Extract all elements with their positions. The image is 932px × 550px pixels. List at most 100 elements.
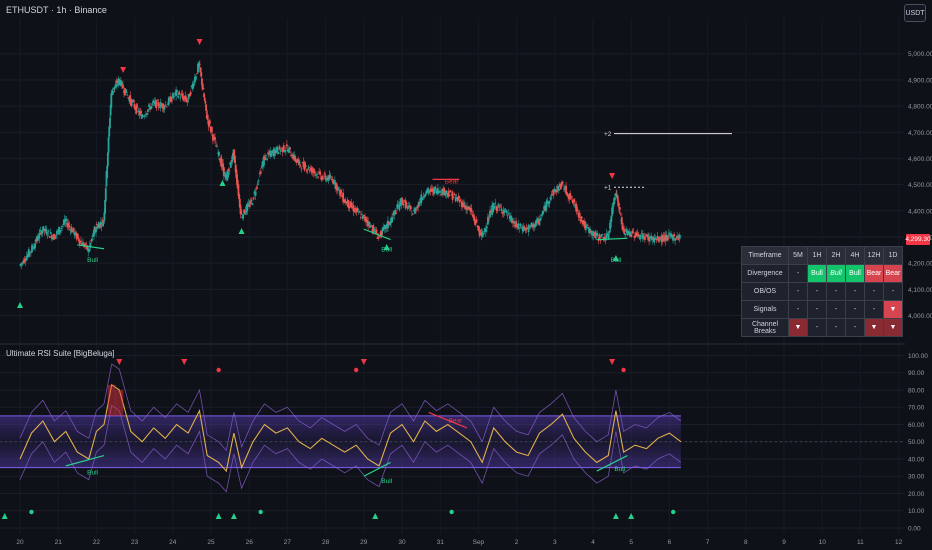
candle-body	[276, 147, 279, 154]
candle-body	[137, 110, 140, 113]
candle-body	[139, 111, 142, 114]
candle-body	[520, 227, 523, 229]
candle-body	[212, 134, 214, 141]
bull-label: Bull	[87, 469, 98, 476]
candle-body	[483, 228, 486, 232]
candle-body	[583, 221, 586, 229]
candle-body	[654, 237, 657, 240]
table-cell: -	[807, 318, 827, 337]
table-cell: ▼	[864, 318, 884, 337]
symbol-title: ETHUSDT · 1h · Binance	[6, 5, 107, 15]
candle-body	[464, 205, 466, 209]
candle-body	[518, 227, 521, 229]
candle-body	[19, 263, 22, 266]
candle-body	[279, 150, 282, 152]
candle-body	[640, 233, 643, 234]
candle-body	[477, 226, 480, 231]
bull-label: Bull	[381, 247, 392, 254]
candle-body	[596, 233, 599, 236]
last-price-tag: 4,299.30	[905, 234, 931, 245]
price-series	[19, 60, 682, 269]
candle-body	[556, 186, 559, 190]
candle-body	[183, 96, 186, 99]
candle-body	[581, 220, 584, 225]
row-label-signals: Signals	[741, 300, 789, 319]
time-tick-label: 5	[629, 539, 633, 546]
price-tick-label: 4,700.00	[908, 130, 932, 137]
candle-body	[179, 97, 182, 99]
candle-body	[39, 230, 42, 232]
candle-body	[417, 204, 420, 208]
candle-body	[88, 249, 91, 252]
candle-body	[553, 188, 556, 192]
rsi-buy-marker	[215, 513, 222, 519]
candle-body	[425, 190, 428, 195]
candle-body	[156, 100, 159, 102]
candle-body	[109, 118, 111, 129]
candle-body	[618, 207, 621, 210]
candle-body	[234, 155, 236, 163]
candle-body	[323, 173, 326, 175]
candle-body	[41, 229, 44, 234]
quote-currency-button[interactable]: USDT	[904, 4, 926, 22]
candle-body	[128, 98, 131, 101]
candle-body	[180, 93, 183, 95]
candle-body	[499, 206, 502, 208]
candle-body	[603, 237, 606, 239]
candle-body	[416, 206, 419, 209]
candle-body	[174, 92, 176, 94]
candle-body	[146, 113, 148, 116]
candle-body	[564, 186, 566, 190]
overbought-fill	[115, 389, 124, 416]
candle-body	[130, 99, 133, 107]
candle-body	[653, 237, 656, 243]
candle-body	[648, 236, 650, 242]
candle-body	[189, 91, 192, 95]
candle-body	[408, 205, 411, 207]
candle-body	[616, 195, 619, 201]
candle-body	[203, 93, 205, 98]
candle-body	[253, 191, 256, 195]
bull-label: Bull	[381, 478, 392, 485]
candle-body	[550, 194, 553, 197]
candle-body	[563, 188, 565, 190]
candle-body	[288, 148, 290, 153]
candle-body	[605, 233, 608, 239]
candle-body	[104, 188, 107, 202]
candle-body	[491, 205, 494, 215]
candle-body	[475, 219, 478, 223]
candle-body	[519, 223, 522, 227]
candle-body	[647, 234, 649, 240]
candle-body	[486, 226, 488, 229]
candle-body	[554, 189, 557, 193]
candle-body	[531, 226, 534, 228]
candle-body	[601, 234, 604, 235]
candle-body	[576, 209, 579, 211]
candle-body	[373, 229, 376, 231]
candle-body	[193, 77, 196, 83]
candle-body	[328, 174, 331, 180]
candle-body	[573, 199, 576, 202]
candle-body	[669, 234, 671, 236]
candle-body	[651, 238, 654, 240]
candle-body	[200, 72, 203, 77]
rsi-buy-marker	[1, 513, 8, 519]
candle-body	[591, 231, 594, 236]
divergence-line	[77, 244, 105, 250]
candle-body	[441, 189, 444, 195]
candle-body	[632, 232, 635, 234]
candle-body	[471, 214, 474, 216]
candle-body	[89, 242, 92, 248]
candle-body	[675, 238, 678, 240]
time-tick-label: 7	[706, 539, 710, 546]
candle-body	[377, 236, 380, 238]
candle-body	[649, 236, 652, 239]
bear-label: Bear	[445, 179, 460, 186]
indicator-title[interactable]: Ultimate RSI Suite [BigBeluga]	[6, 349, 115, 358]
candle-body	[347, 199, 350, 208]
candle-body	[387, 220, 389, 229]
candle-body	[244, 212, 247, 215]
candle-body	[369, 225, 372, 228]
candle-body	[21, 262, 24, 263]
candle-body	[203, 97, 206, 102]
